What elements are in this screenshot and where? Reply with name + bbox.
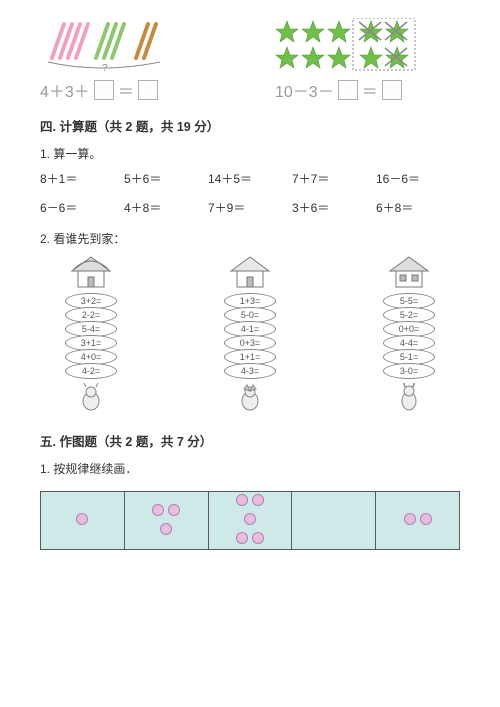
calc-cell: 6－6＝	[40, 199, 124, 216]
dot-icon	[168, 504, 180, 516]
ladder: 5-5= 5-2= 0+0= 4-4= 5-1= 3-0=	[364, 255, 454, 413]
dot-icon	[252, 494, 264, 506]
eq-text: ＝	[362, 78, 378, 102]
calc-cell: 14＋5＝	[208, 170, 292, 187]
calc-cell: 8＋1＝	[40, 170, 124, 187]
ladders-row: 3+2= 2-2= 5-4= 3+1= 4+0= 4-2= 1+3= 5-0= …	[40, 255, 460, 413]
svg-text:?: ?	[102, 63, 108, 72]
sticks-problem: ? 4＋3＋ ＝	[40, 18, 225, 102]
ladder-step: 4-2=	[65, 363, 117, 379]
answer-box[interactable]	[94, 80, 114, 100]
dot-icon	[152, 504, 164, 516]
dot-icon	[236, 532, 248, 544]
ladder: 3+2= 2-2= 5-4= 3+1= 4+0= 4-2=	[46, 255, 136, 413]
house-icon	[68, 255, 114, 289]
section5-title: 五. 作图题（共 2 题，共 7 分）	[40, 431, 460, 450]
calc-cell: 7＋7＝	[292, 170, 376, 187]
section4-q2: 2. 看谁先到家：	[40, 230, 460, 247]
calc-cell: 16－6＝	[376, 170, 460, 187]
house-icon	[227, 255, 273, 289]
dot-icon	[160, 523, 172, 535]
answer-box[interactable]	[382, 80, 402, 100]
ladder: 1+3= 5-0= 4-1= 0+3= 1+1= 4-3=	[205, 255, 295, 413]
calc-cell: 6＋8＝	[376, 199, 460, 216]
dot-icon	[404, 513, 416, 525]
answer-box[interactable]	[138, 80, 158, 100]
stars-problem: 10－3－ ＝	[275, 18, 460, 102]
sticks-figure: ?	[40, 18, 190, 72]
calc-cell: 5＋6＝	[124, 170, 208, 187]
section4-title: 四. 计算题（共 2 题，共 19 分）	[40, 116, 460, 135]
top-illustration-row: ? 4＋3＋ ＝	[40, 18, 460, 102]
pattern-cell[interactable]	[292, 492, 376, 550]
calc-cell: 4＋8＝	[124, 199, 208, 216]
ladder-step: 3-0=	[383, 363, 435, 379]
dot-icon	[252, 532, 264, 544]
answer-box[interactable]	[338, 80, 358, 100]
dot-icon	[76, 513, 88, 525]
animal-icon	[76, 383, 106, 413]
left-equation: 4＋3＋ ＝	[40, 78, 225, 102]
section5-q1: 1. 按规律继续画．	[40, 460, 460, 477]
dot-icon	[244, 513, 256, 525]
pattern-cell[interactable]	[376, 492, 460, 550]
stars-figure	[275, 18, 435, 72]
calc-cell: 7＋9＝	[208, 199, 292, 216]
calc-grid: 8＋1＝ 5＋6＝ 14＋5＝ 7＋7＝ 16－6＝ 6－6＝ 4＋8＝ 7＋9…	[40, 170, 460, 216]
pattern-cell[interactable]	[124, 492, 208, 550]
house-icon	[386, 255, 432, 289]
calc-cell: 3＋6＝	[292, 199, 376, 216]
pattern-cell[interactable]	[208, 492, 292, 550]
dot-icon	[420, 513, 432, 525]
right-equation: 10－3－ ＝	[275, 78, 460, 102]
section4-q1: 1. 算一算。	[40, 145, 460, 162]
animal-icon	[235, 383, 265, 413]
eq-text: 4＋3＋	[40, 78, 90, 102]
dot-icon	[236, 494, 248, 506]
eq-text: 10－3－	[275, 78, 334, 102]
eq-text: ＝	[118, 78, 134, 102]
ladder-step: 4-3=	[224, 363, 276, 379]
animal-icon	[394, 383, 424, 413]
pattern-table	[40, 491, 460, 550]
pattern-cell[interactable]	[41, 492, 125, 550]
